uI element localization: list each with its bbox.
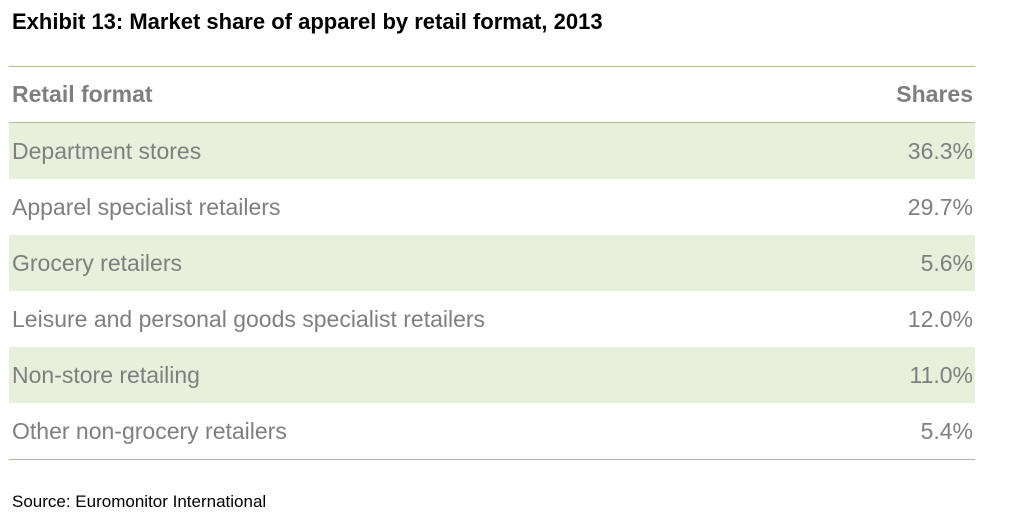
format-cell: Apparel specialist retailers — [12, 193, 281, 220]
source: Source: Euromonitor International — [12, 492, 267, 511]
share-cell: 5.6% — [920, 249, 973, 276]
format-cell: Leisure and personal goods specialist re… — [12, 305, 486, 332]
header-row: Retail format Shares — [9, 67, 975, 123]
table: Retail format Shares Department stores 36… — [9, 66, 975, 460]
table-row: Leisure and personal goods specialist re… — [9, 291, 975, 347]
column-header: Retail format — [12, 81, 153, 107]
table-row: Non-store retailing 11.0% — [9, 347, 975, 403]
table-row: Department stores 36.3% — [9, 123, 975, 179]
format-cell: Department stores — [12, 137, 202, 164]
title: Exhibit 13: Market share of apparel by r… — [12, 9, 603, 34]
share-cell: 36.3% — [907, 137, 973, 164]
share-cell: 5.4% — [920, 417, 973, 444]
table-row: Grocery retailers 5.6% — [9, 235, 975, 291]
share-cell: 11.0% — [909, 361, 973, 388]
share-cell: 29.7% — [907, 193, 973, 220]
format-cell: Other non-grocery retailers — [12, 417, 287, 444]
share-cell: 12.0% — [907, 305, 973, 332]
format-cell: Grocery retailers — [12, 249, 182, 276]
column-header: Shares — [896, 81, 973, 107]
format-cell: Non-store retailing — [12, 361, 200, 388]
table-row: Apparel specialist retailers 29.7% — [9, 179, 975, 235]
table-row: Other non-grocery retailers 5.4% — [9, 403, 975, 459]
